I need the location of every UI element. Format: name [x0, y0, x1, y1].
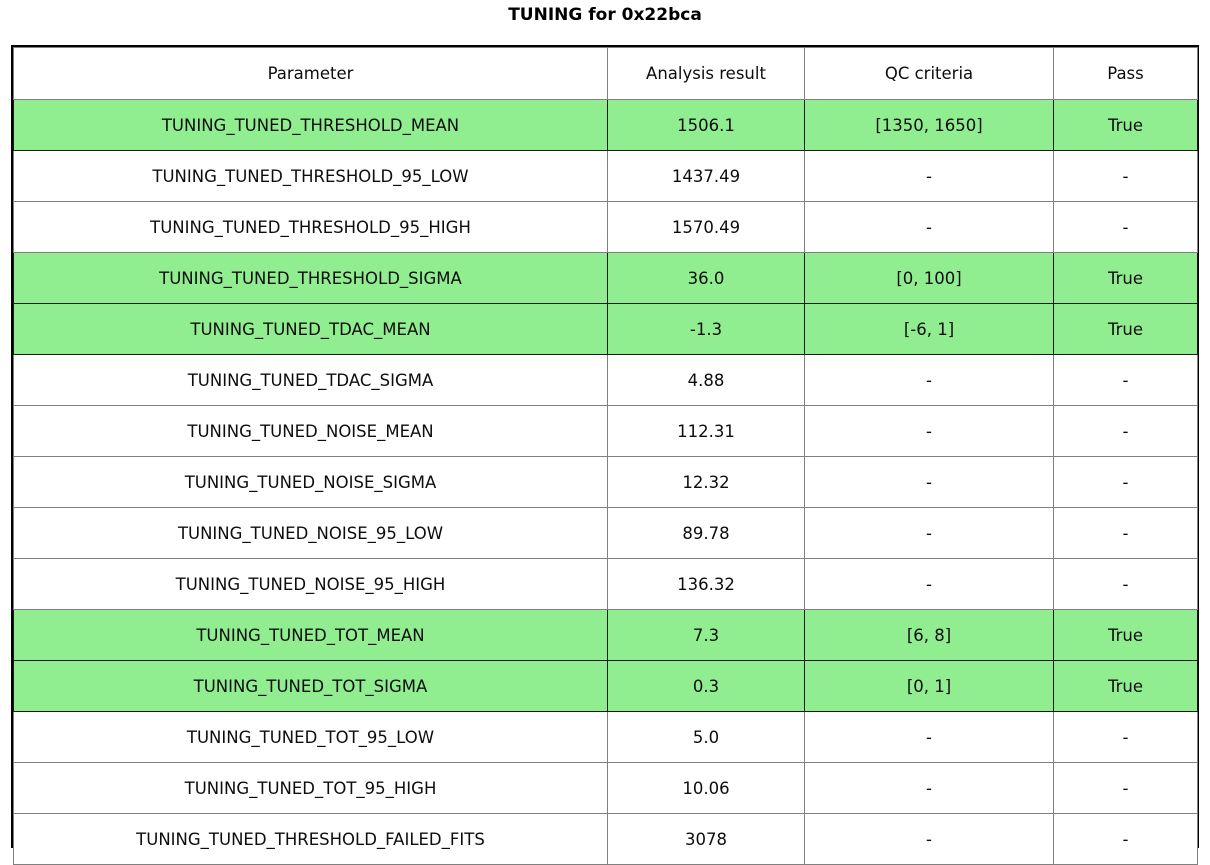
cell-analysis_result: 1570.49 [607, 201, 805, 253]
table-body: TUNING_TUNED_THRESHOLD_MEAN 1506.1 [1350, … [13, 99, 1198, 865]
cell-qc_criteria: - [804, 456, 1054, 508]
table-row: TUNING_TUNED_THRESHOLD_95_LOW 1437.49- - [13, 150, 1198, 202]
cell-parameter: TUNING_TUNED_NOISE_SIGMA [13, 456, 608, 508]
table-row: TUNING_TUNED_TDAC_MEAN -1.3 [-6, 1] True [13, 303, 1198, 355]
cell-pass: - [1053, 201, 1198, 253]
column-header-qc-criteria: QC criteria [804, 47, 1054, 100]
cell-qc_criteria: - [804, 507, 1054, 559]
cell-parameter: TUNING_TUNED_THRESHOLD_SIGMA [13, 252, 608, 304]
cell-parameter: TUNING_TUNED_THRESHOLD_95_HIGH [13, 201, 608, 253]
cell-pass: - [1053, 405, 1198, 457]
cell-parameter: TUNING_TUNED_THRESHOLD_FAILED_FITS [13, 813, 608, 865]
cell-analysis_result: 1437.49 [607, 150, 805, 202]
table-row: TUNING_TUNED_THRESHOLD_SIGMA 36.0 [0, 100]… [13, 252, 1198, 304]
table-row: TUNING_TUNED_THRESHOLD_FAILED_FITS 3078- - [13, 813, 1198, 865]
table-row: TUNING_TUNED_TDAC_SIGMA 4.88- - [13, 354, 1198, 406]
table-row: TUNING_TUNED_TOT_95_HIGH 10.06- - [13, 762, 1198, 814]
cell-qc_criteria: [-6, 1] [804, 303, 1054, 355]
cell-parameter: TUNING_TUNED_THRESHOLD_MEAN [13, 99, 608, 151]
table-header-row: Parameter Analysis result QC criteria Pa… [13, 47, 1198, 100]
cell-analysis_result: 136.32 [607, 558, 805, 610]
cell-analysis_result: 112.31 [607, 405, 805, 457]
cell-pass: - [1053, 558, 1198, 610]
cell-pass: True [1053, 660, 1198, 712]
cell-pass: True [1053, 99, 1198, 151]
cell-analysis_result: 4.88 [607, 354, 805, 406]
cell-pass: - [1053, 762, 1198, 814]
cell-analysis_result: 1506.1 [607, 99, 805, 151]
cell-qc_criteria: - [804, 201, 1054, 253]
cell-parameter: TUNING_TUNED_NOISE_MEAN [13, 405, 608, 457]
qc-table-container: Parameter Analysis result QC criteria Pa… [11, 45, 1199, 865]
cell-parameter: TUNING_TUNED_TDAC_SIGMA [13, 354, 608, 406]
cell-qc_criteria: - [804, 354, 1054, 406]
cell-parameter: TUNING_TUNED_TOT_MEAN [13, 609, 608, 661]
cell-qc_criteria: - [804, 762, 1054, 814]
table-row: TUNING_TUNED_TOT_95_LOW 5.0- - [13, 711, 1198, 763]
cell-pass: True [1053, 252, 1198, 304]
table-header: Parameter Analysis result QC criteria Pa… [13, 47, 1198, 100]
cell-analysis_result: 89.78 [607, 507, 805, 559]
cell-pass: - [1053, 813, 1198, 865]
cell-pass: True [1053, 609, 1198, 661]
qc-results-table: Parameter Analysis result QC criteria Pa… [13, 47, 1198, 865]
table-row: TUNING_TUNED_NOISE_95_HIGH 136.32- - [13, 558, 1198, 610]
cell-analysis_result: 7.3 [607, 609, 805, 661]
cell-qc_criteria: [0, 100] [804, 252, 1054, 304]
page-title: TUNING for 0x22bca [508, 5, 702, 25]
cell-parameter: TUNING_TUNED_TOT_95_HIGH [13, 762, 608, 814]
table-row: TUNING_TUNED_NOISE_95_LOW 89.78- - [13, 507, 1198, 559]
table-row: TUNING_TUNED_THRESHOLD_MEAN 1506.1 [1350, … [13, 99, 1198, 151]
cell-pass: - [1053, 150, 1198, 202]
cell-analysis_result: 5.0 [607, 711, 805, 763]
cell-parameter: TUNING_TUNED_THRESHOLD_95_LOW [13, 150, 608, 202]
column-header-analysis-result: Analysis result [607, 47, 805, 100]
cell-parameter: TUNING_TUNED_TOT_95_LOW [13, 711, 608, 763]
cell-analysis_result: -1.3 [607, 303, 805, 355]
cell-analysis_result: 0.3 [607, 660, 805, 712]
cell-analysis_result: 10.06 [607, 762, 805, 814]
cell-qc_criteria: - [804, 405, 1054, 457]
cell-parameter: TUNING_TUNED_NOISE_95_LOW [13, 507, 608, 559]
table-row: TUNING_TUNED_NOISE_MEAN 112.31- - [13, 405, 1198, 457]
table-row: TUNING_TUNED_TOT_MEAN 7.3 [6, 8] True [13, 609, 1198, 661]
cell-qc_criteria: - [804, 558, 1054, 610]
table-row: TUNING_TUNED_THRESHOLD_95_HIGH 1570.49- - [13, 201, 1198, 253]
column-header-parameter: Parameter [13, 47, 608, 100]
table-row: TUNING_TUNED_NOISE_SIGMA 12.32- - [13, 456, 1198, 508]
cell-parameter: TUNING_TUNED_TOT_SIGMA [13, 660, 608, 712]
cell-pass: - [1053, 456, 1198, 508]
column-header-pass: Pass [1053, 47, 1198, 100]
cell-pass: - [1053, 507, 1198, 559]
cell-qc_criteria: - [804, 813, 1054, 865]
cell-qc_criteria: - [804, 711, 1054, 763]
cell-qc_criteria: [1350, 1650] [804, 99, 1054, 151]
cell-parameter: TUNING_TUNED_TDAC_MEAN [13, 303, 608, 355]
cell-pass: - [1053, 711, 1198, 763]
cell-analysis_result: 3078 [607, 813, 805, 865]
table-row: TUNING_TUNED_TOT_SIGMA 0.3 [0, 1] True [13, 660, 1198, 712]
cell-pass: True [1053, 303, 1198, 355]
cell-analysis_result: 36.0 [607, 252, 805, 304]
cell-pass: - [1053, 354, 1198, 406]
cell-parameter: TUNING_TUNED_NOISE_95_HIGH [13, 558, 608, 610]
cell-qc_criteria: - [804, 150, 1054, 202]
cell-analysis_result: 12.32 [607, 456, 805, 508]
cell-qc_criteria: [6, 8] [804, 609, 1054, 661]
cell-qc_criteria: [0, 1] [804, 660, 1054, 712]
